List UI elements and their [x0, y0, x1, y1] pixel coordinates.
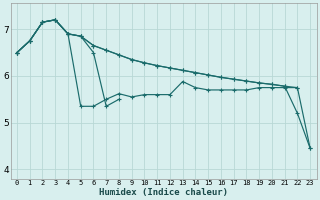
X-axis label: Humidex (Indice chaleur): Humidex (Indice chaleur) — [99, 188, 228, 197]
